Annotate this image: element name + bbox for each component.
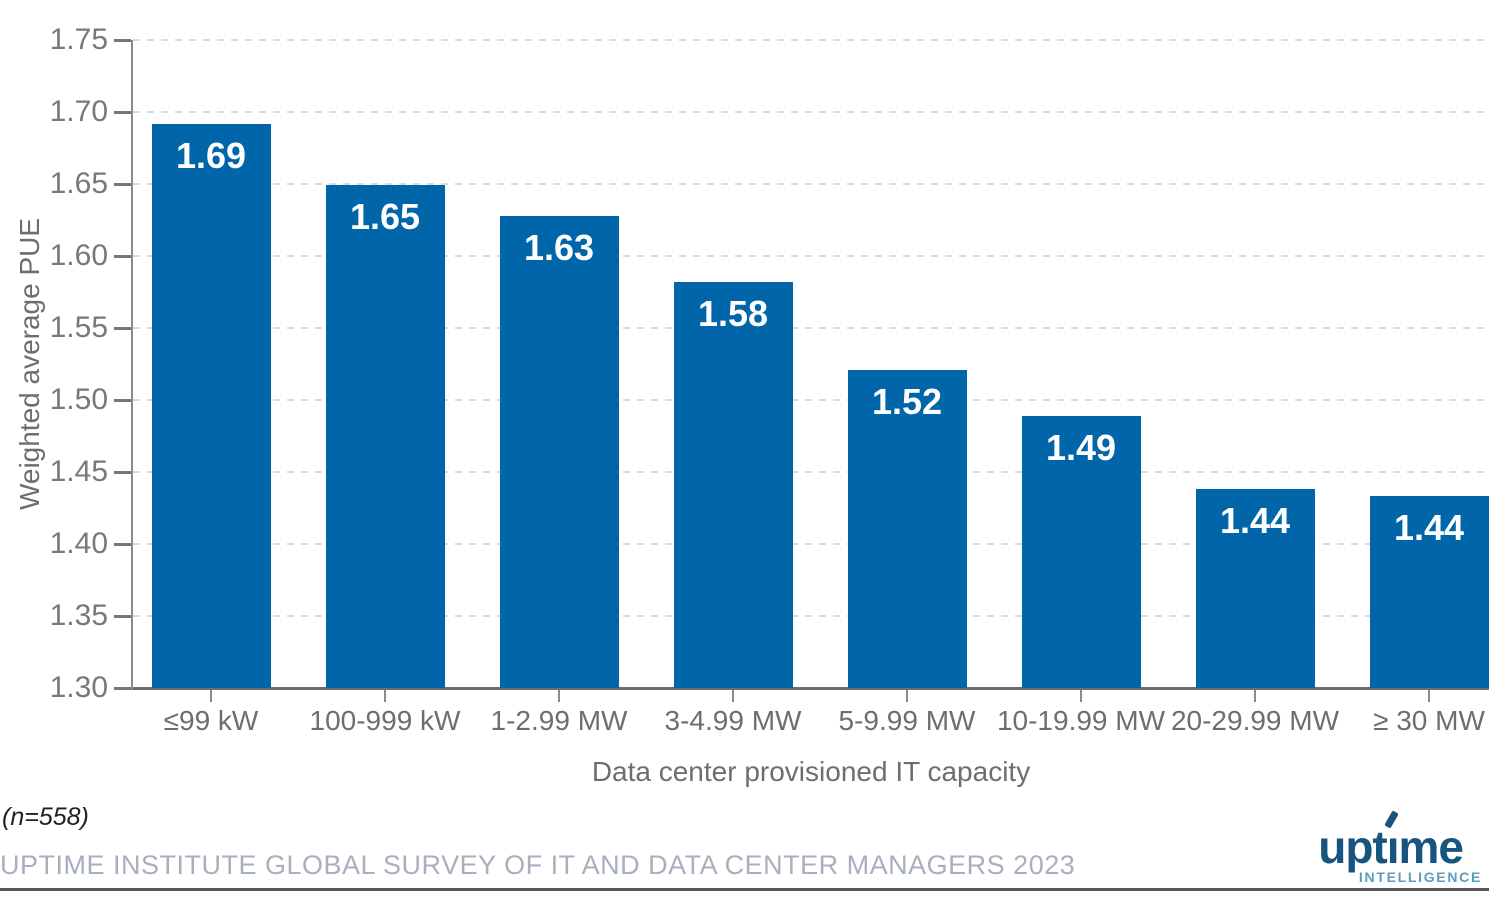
x-tick-mark (1254, 690, 1256, 702)
bar: 1.65 (325, 185, 445, 688)
y-tick-mark (114, 687, 131, 690)
bar-value-label: 1.49 (1045, 426, 1117, 468)
y-tick-label: 1.70 (49, 95, 108, 128)
bar-value-label: 1.69 (175, 134, 247, 176)
x-tick-mark (1080, 690, 1082, 702)
sample-size-note: (n=558) (2, 803, 89, 831)
bar: 1.69 (151, 123, 271, 688)
logo-text-pre: upt (1318, 821, 1388, 873)
y-tick-label: 1.30 (49, 671, 108, 704)
x-axis-title: Data center provisioned IT capacity (591, 756, 1031, 787)
x-tick-mark (906, 690, 908, 702)
bar: 1.63 (499, 215, 619, 688)
gridline (133, 111, 1489, 113)
x-tick-label: 5-9.99 MW (838, 705, 976, 736)
bar: 1.58 (673, 281, 793, 688)
y-tick-mark (114, 471, 131, 474)
x-tick-mark (558, 690, 560, 702)
bar-value-label: 1.65 (349, 196, 421, 238)
gridline (133, 615, 1489, 617)
bar-value-label: 1.58 (697, 292, 769, 334)
bar-value-label: 1.44 (1219, 500, 1291, 542)
uptime-logo-subtext: INTELLIGENCE (1358, 869, 1482, 885)
y-tick-label: 1.60 (49, 239, 108, 272)
y-tick-label: 1.65 (49, 167, 108, 200)
y-tick-mark (114, 39, 131, 42)
x-tick-label: 20-29.99 MW (1170, 705, 1340, 736)
gridline (133, 39, 1489, 41)
x-axis-line (133, 687, 1489, 690)
y-tick-mark (114, 615, 131, 618)
x-tick-label: 3-4.99 MW (664, 705, 802, 736)
x-tick-label: 10-19.99 MW (996, 705, 1166, 736)
y-tick-mark (114, 327, 131, 330)
x-tick-mark (210, 690, 212, 702)
y-tick-label: 1.50 (49, 383, 108, 416)
y-tick-mark (114, 183, 131, 186)
y-tick-label: 1.35 (49, 599, 108, 632)
gridline (133, 471, 1489, 473)
x-tick-mark (732, 690, 734, 702)
y-tick-mark (114, 111, 131, 114)
gridline (133, 399, 1489, 401)
bar: 1.52 (847, 369, 967, 688)
bar: 1.44 (1195, 489, 1315, 688)
y-tick-mark (114, 543, 131, 546)
bar-value-label: 1.52 (871, 380, 943, 422)
y-axis-line (131, 40, 133, 690)
y-tick-label: 1.45 (49, 455, 108, 488)
y-tick-label: 1.75 (49, 23, 108, 56)
bottom-rule (0, 888, 1489, 891)
logo-text-post: me (1398, 821, 1464, 873)
uptime-logo-wordmark: uptı me (1318, 810, 1464, 873)
x-tick-label: ≤99 kW (163, 705, 259, 736)
x-tick-mark (1428, 690, 1430, 702)
gridline (133, 327, 1489, 329)
x-tick-label: ≥ 30 MW (1373, 705, 1485, 736)
source-attribution: UPTIME INSTITUTE GLOBAL SURVEY OF IT AND… (0, 850, 1076, 880)
gridline (133, 255, 1489, 257)
bar: 1.44 (1369, 496, 1489, 688)
bar-value-label: 1.44 (1393, 507, 1465, 549)
bar: 1.49 (1021, 415, 1141, 688)
x-tick-label: 1-2.99 MW (490, 705, 628, 736)
y-tick-label: 1.40 (49, 527, 108, 560)
y-tick-mark (114, 255, 131, 258)
bar-value-label: 1.63 (523, 226, 595, 268)
plot-area: 1.75 1.70 1.65 1.60 1.55 1.50 1.45 1.40 1.35 1.30… (50, 25, 1489, 736)
logo-dotless-i: ı (1383, 810, 1399, 870)
gridline (133, 543, 1489, 545)
x-tick-mark (384, 690, 386, 702)
y-tick-mark (114, 399, 131, 402)
y-tick-label: 1.55 (49, 311, 108, 344)
x-tick-label: 100-999 kW (309, 705, 461, 736)
gridline (133, 183, 1489, 185)
